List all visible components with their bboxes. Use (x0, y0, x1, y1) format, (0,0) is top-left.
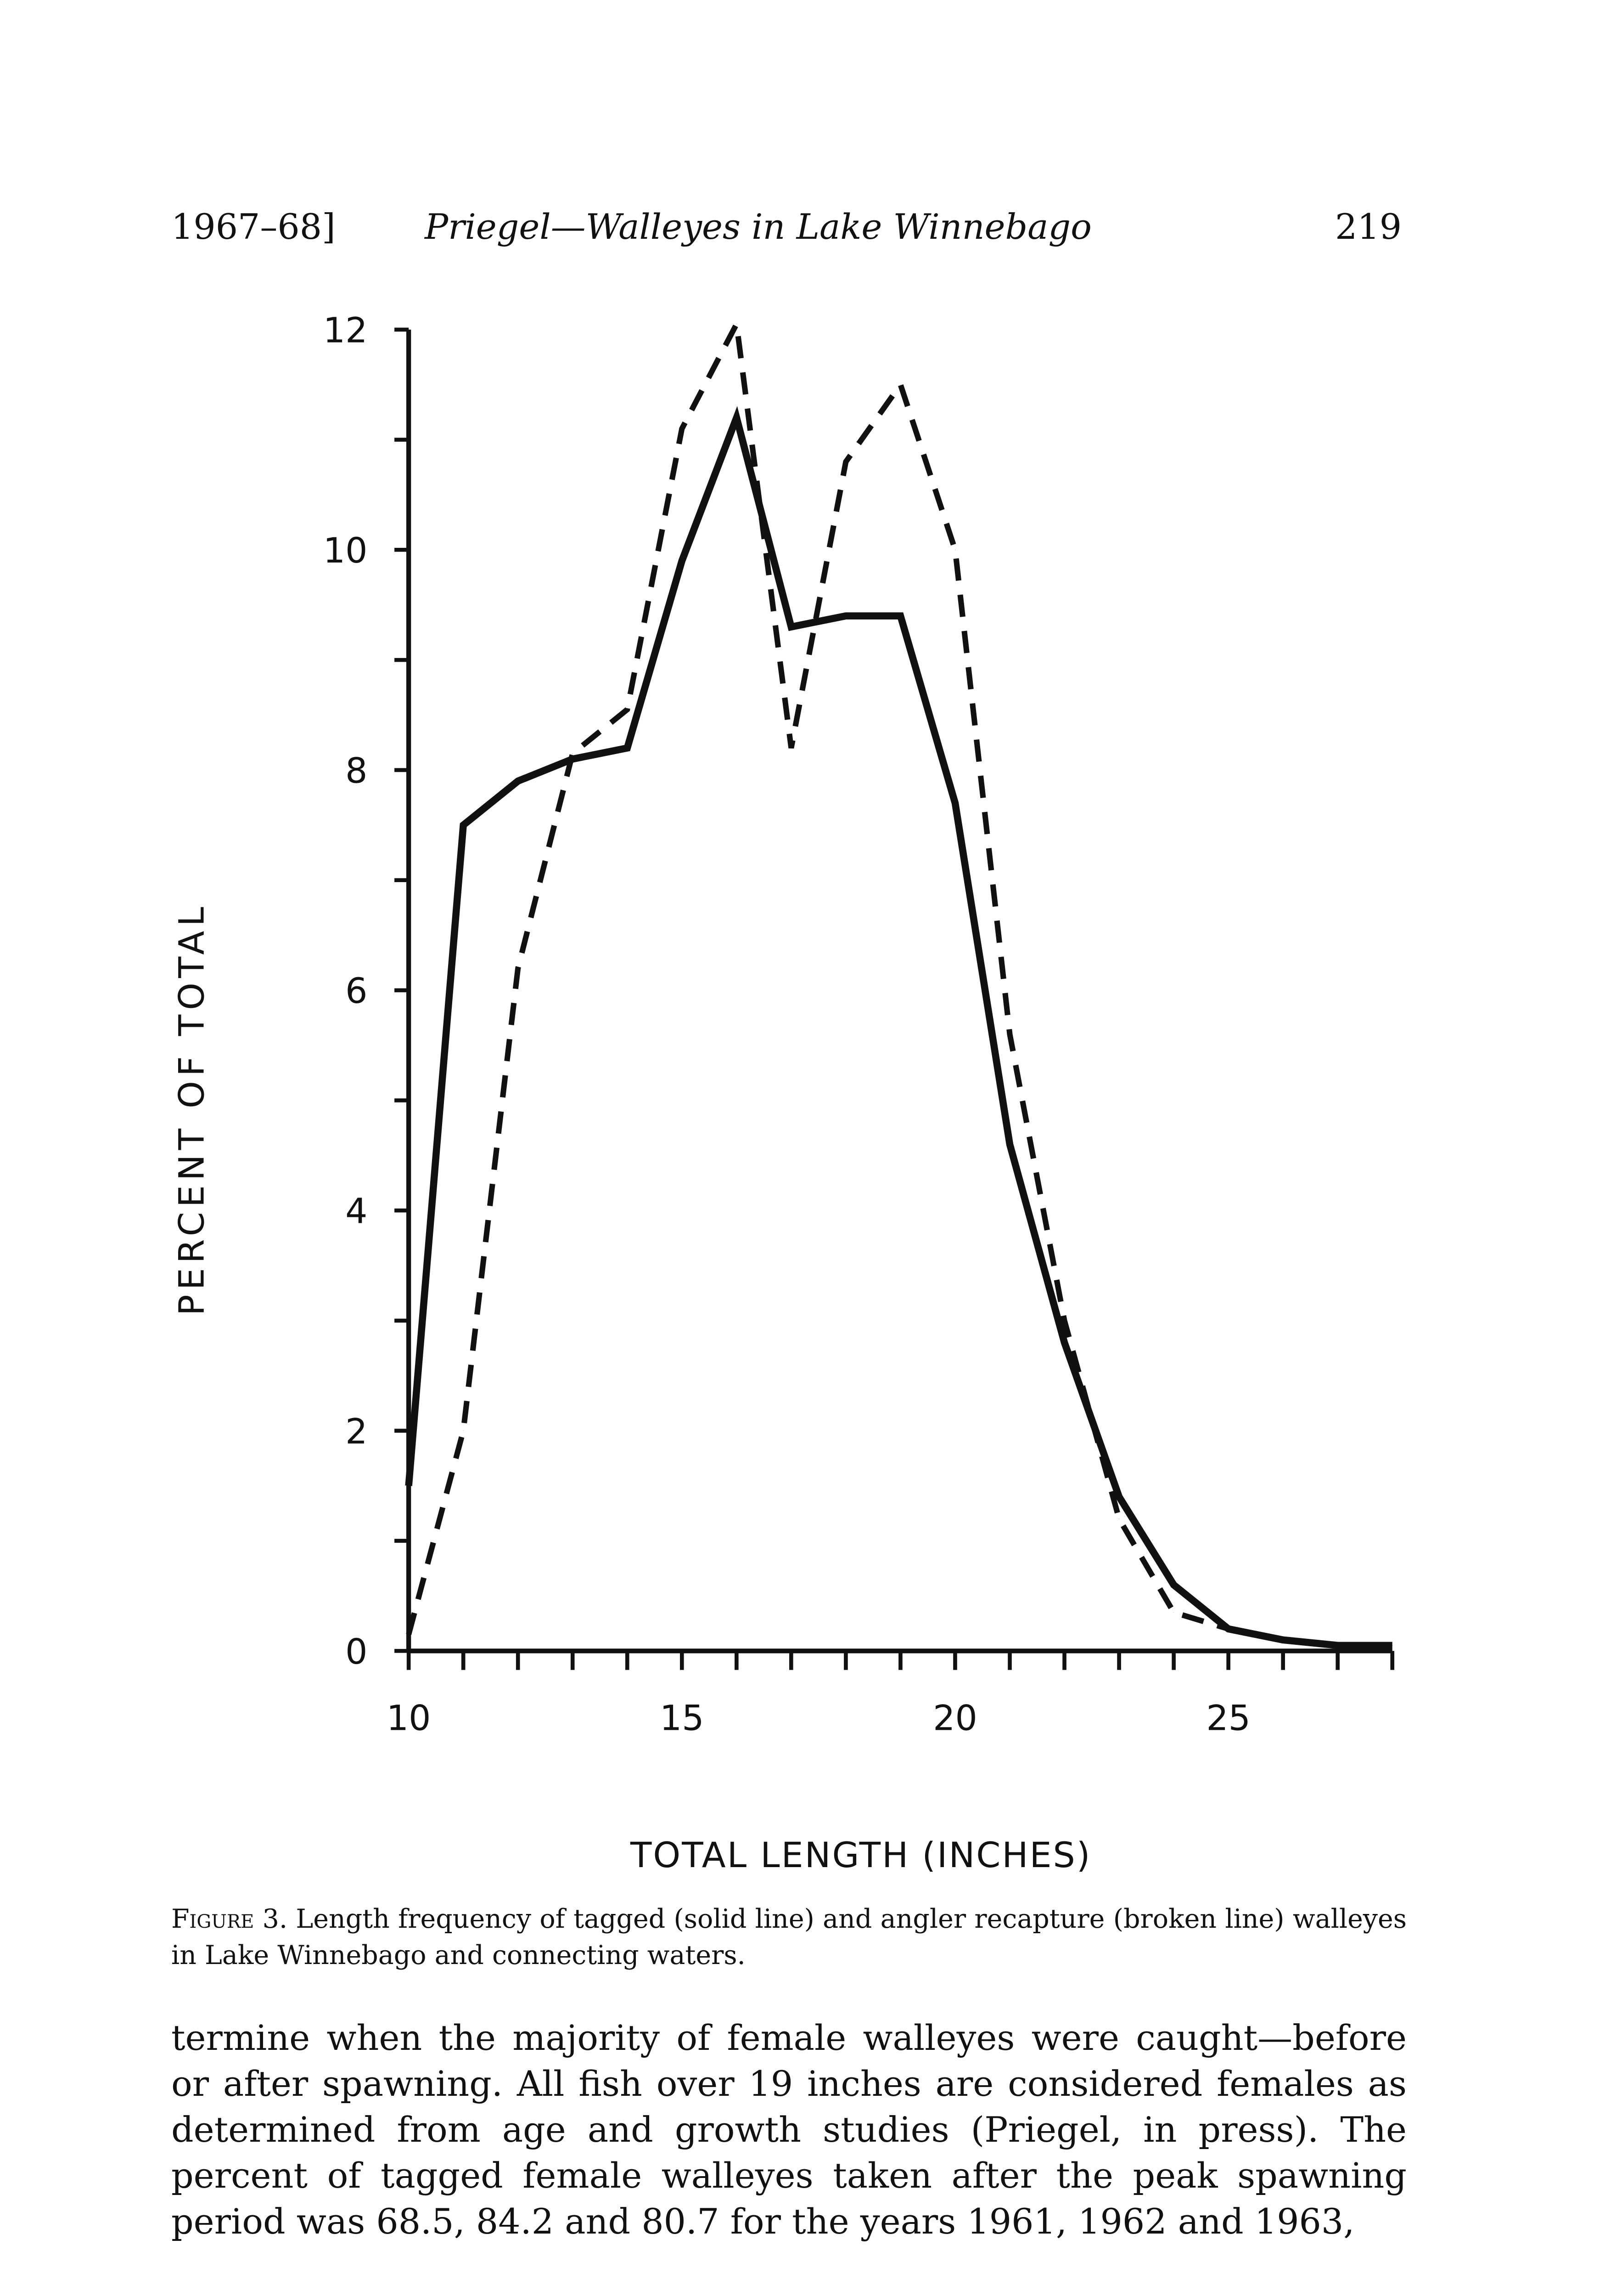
y-tick-label: 8 (345, 751, 367, 791)
series-angler-recapture-line (406, 315, 1392, 1649)
data-point (463, 1430, 464, 1431)
x-tick-label: 25 (1206, 1698, 1251, 1739)
figure-caption: Figure 3. Length frequency of tagged (so… (171, 1901, 1407, 1974)
y-tick-label: 12 (323, 310, 368, 350)
y-axis-label: PERCENT OF TOTAL (171, 902, 212, 1316)
y-tick-label: 0 (345, 1632, 367, 1672)
x-tick-label: 20 (933, 1698, 977, 1739)
body-text: termine when the majority of female wall… (171, 2015, 1407, 2245)
page-number: 219 (1335, 206, 1402, 247)
figure-number: Figure 3. (171, 1904, 288, 1934)
data-point (1064, 1342, 1065, 1343)
length-frequency-chart: 0 2 4 6 8 10 12 10 15 20 25 (323, 310, 1395, 1739)
y-tick-label: 2 (345, 1411, 367, 1452)
data-point (627, 709, 628, 710)
caption-text: Length frequency of tagged (solid line) … (171, 1904, 1407, 1970)
running-head-volume: 1967–68] (171, 206, 336, 247)
running-head-title: Priegel—Walleyes in Lake Winnebago (425, 206, 1092, 247)
y-tick-label: 10 (323, 530, 368, 571)
data-point (1173, 1612, 1174, 1613)
x-tick-label: 15 (660, 1698, 704, 1739)
data-point (900, 384, 901, 385)
data-point (736, 417, 737, 418)
x-tick-label: 10 (387, 1698, 431, 1739)
y-tick-label: 6 (345, 971, 367, 1011)
paragraph: termine when the majority of female wall… (171, 2017, 1407, 2242)
series-tagged-line (405, 406, 1392, 1649)
data-point (1337, 1645, 1338, 1646)
y-tick-label: 4 (345, 1191, 367, 1232)
x-axis-label: TOTAL LENGTH (INCHES) (630, 1835, 1092, 1875)
